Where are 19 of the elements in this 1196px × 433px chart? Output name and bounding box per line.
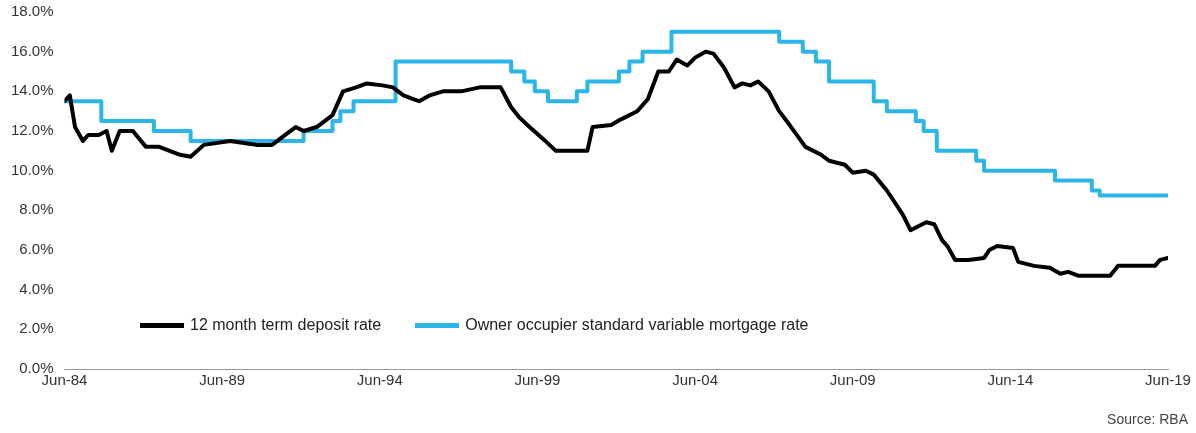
y-tick-label: 14.0%: [10, 81, 54, 99]
y-tick-label: 12.0%: [10, 121, 54, 139]
x-tick-label: Jun-14: [987, 371, 1034, 389]
x-tick-label: Jun-04: [672, 371, 719, 389]
y-tick-label: 16.0%: [10, 41, 54, 59]
y-tick-label: 2.0%: [19, 319, 54, 337]
y-tick-label: 8.0%: [19, 200, 54, 218]
x-tick-label: Jun-99: [514, 371, 561, 389]
source-note: Source: RBA: [1107, 411, 1188, 427]
x-tick-label: Jun-94: [356, 371, 403, 389]
legend-label: Owner occupier standard variable mortgage rate: [465, 316, 809, 334]
x-tick-label: Jun-19: [1145, 371, 1191, 389]
y-tick-label: 10.0%: [10, 160, 54, 178]
y-tick-label: 6.0%: [19, 240, 54, 258]
x-tick-label: Jun-09: [829, 371, 876, 389]
legend-label: 12 month term deposit rate: [190, 316, 382, 334]
x-tick-label: Jun-89: [199, 371, 246, 389]
y-tick-label: 4.0%: [19, 279, 54, 297]
y-tick-label: 18.0%: [10, 2, 54, 20]
